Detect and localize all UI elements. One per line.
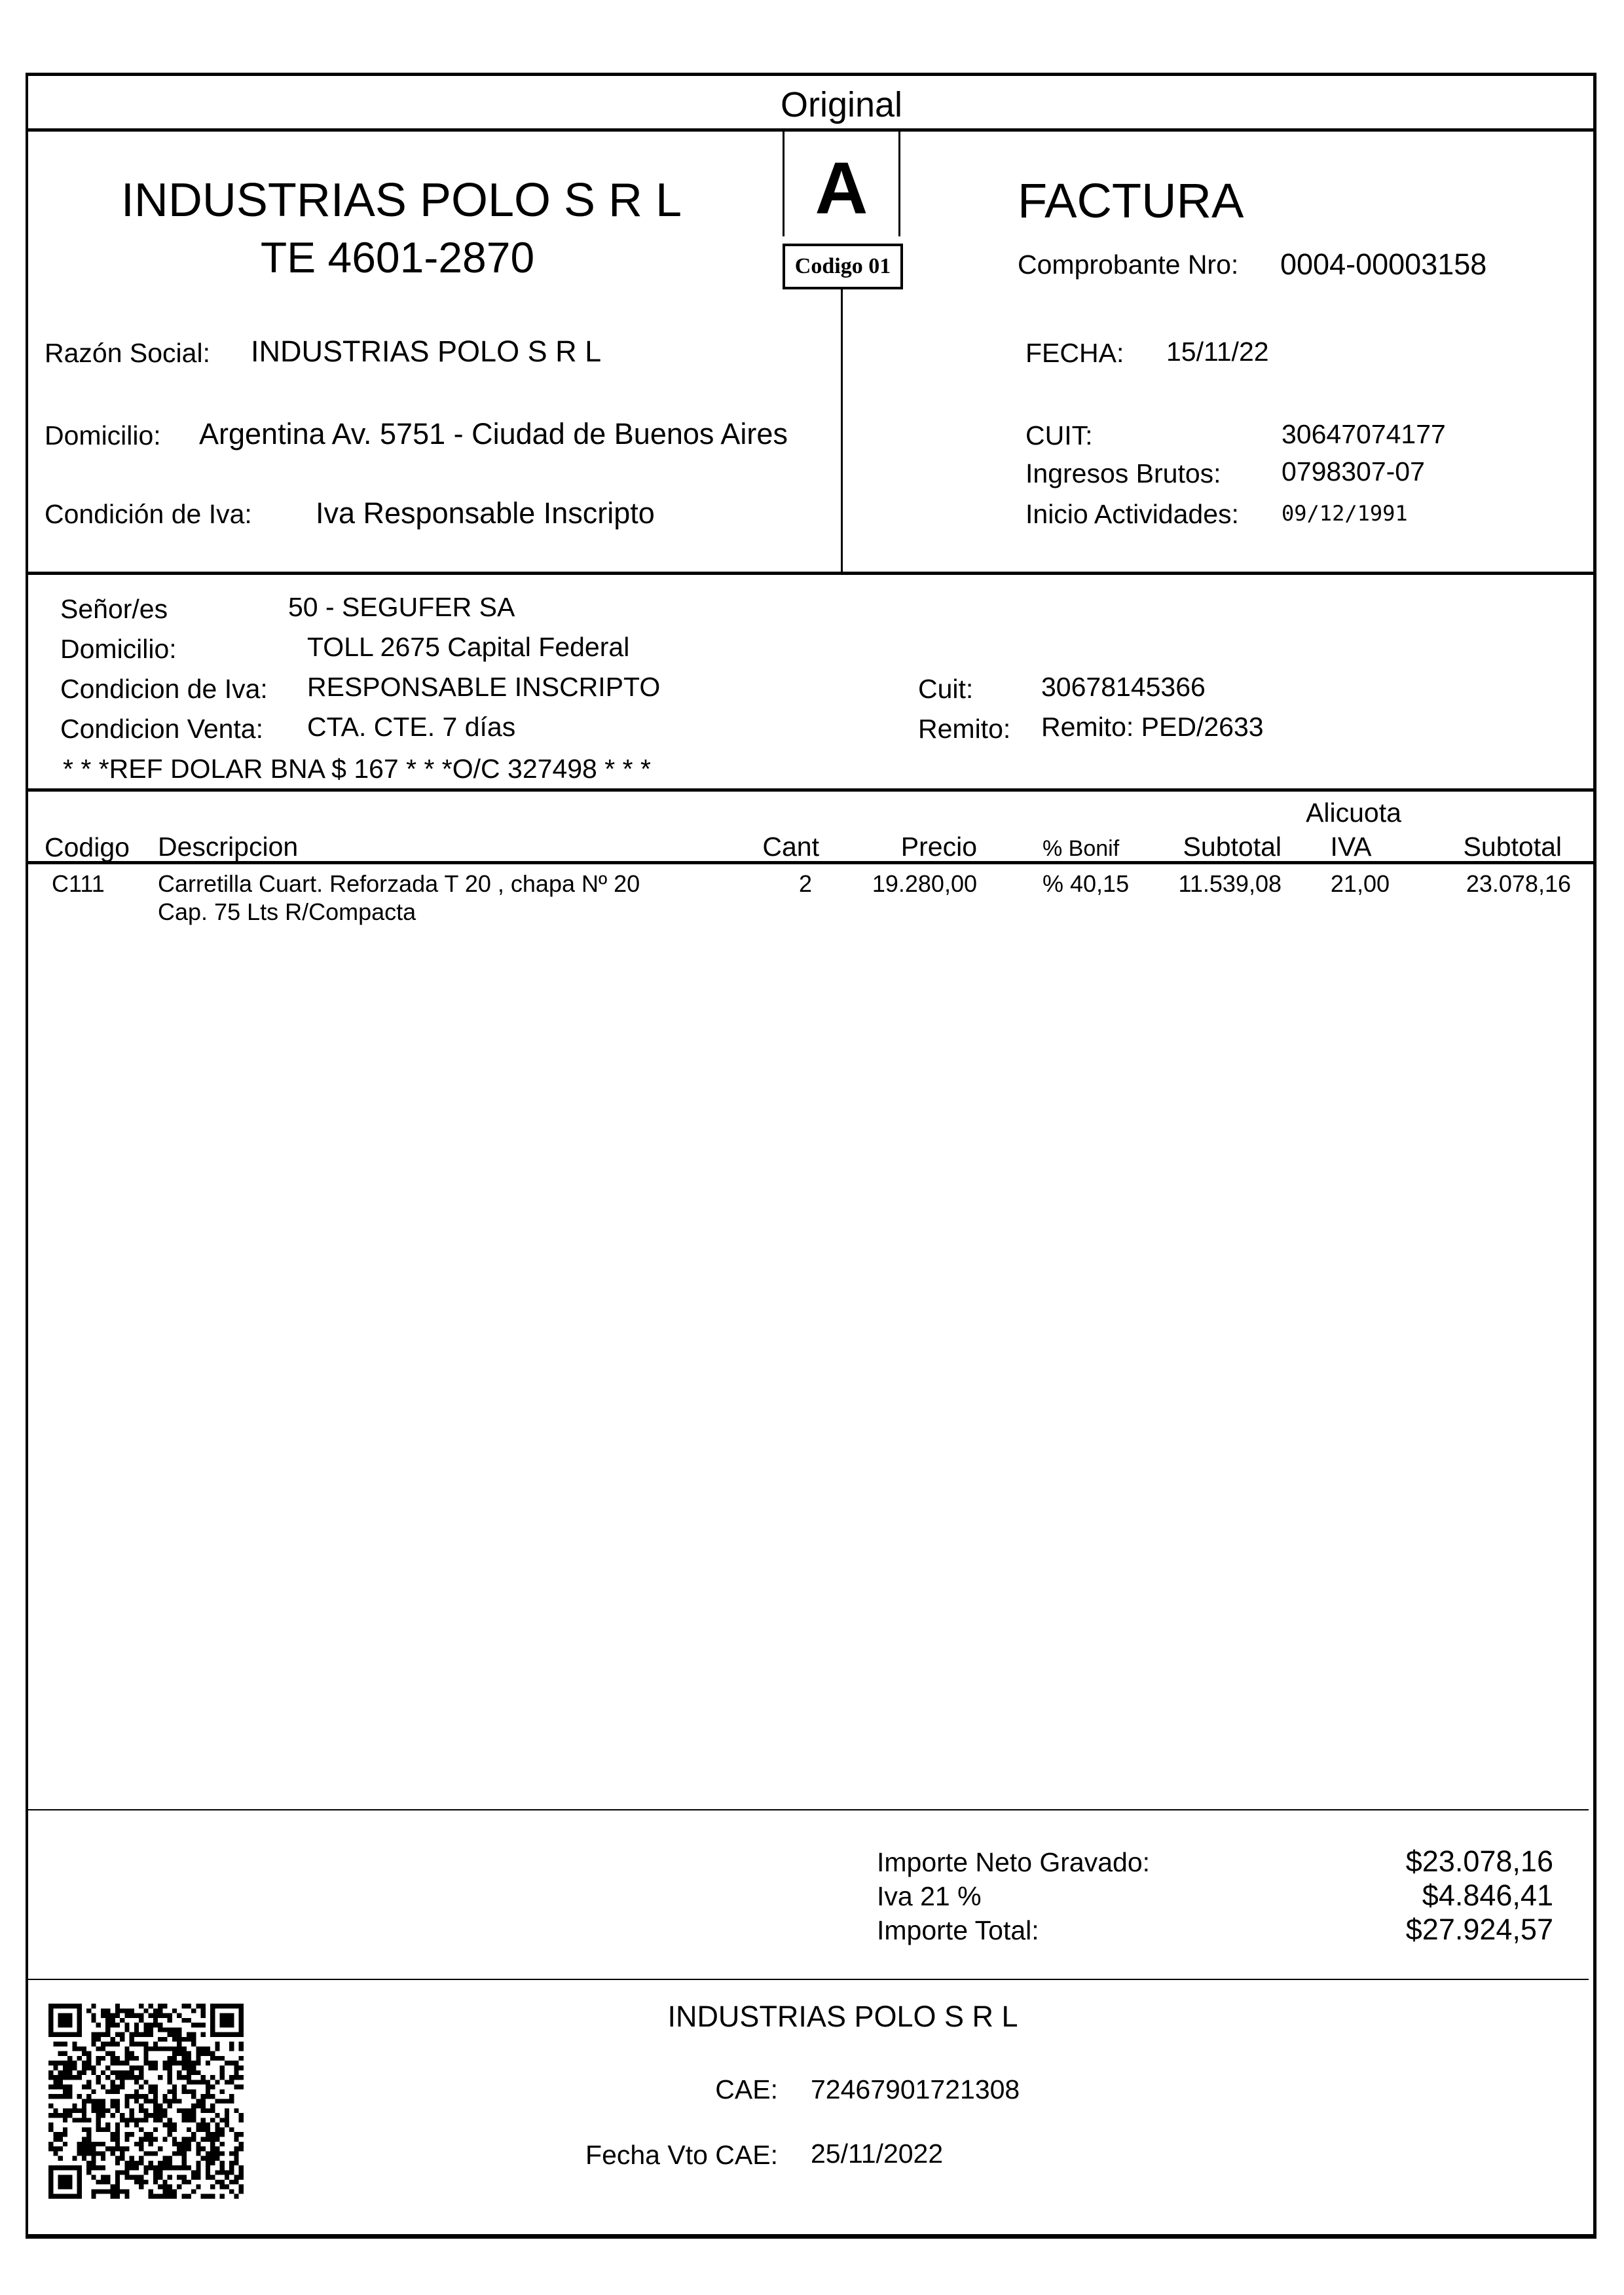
letter-box-right — [898, 130, 900, 236]
row-precio: 19.280,00 — [872, 870, 977, 897]
total-value: $27.924,57 — [1405, 1913, 1553, 1946]
inicio-value: 09/12/1991 — [1282, 501, 1408, 526]
row-alicuota: 21,00 — [1330, 870, 1390, 897]
row-cant: 2 — [798, 870, 812, 897]
copy-label: Original — [780, 85, 903, 124]
header-subtotal-total: Subtotal — [1463, 832, 1562, 862]
client-condicion-venta-value: CTA. CTE. 7 días — [307, 712, 516, 742]
border-left — [26, 73, 28, 2239]
header-alicuota: Alicuota — [1306, 798, 1401, 828]
total-label: Importe Total: — [877, 1915, 1039, 1945]
invoice-code-box: Codigo 01 — [783, 244, 903, 289]
iibb-value: 0798307-07 — [1282, 456, 1425, 487]
qr-code-icon — [48, 2004, 244, 2199]
border-bottom — [26, 2234, 1596, 2239]
issuer-phone: TE 4601-2870 — [260, 233, 535, 282]
header-codigo: Codigo — [45, 832, 130, 862]
comprobante-label: Comprobante Nro: — [1018, 249, 1239, 280]
header-precio: Precio — [900, 832, 977, 862]
client-senores-label: Señor/es — [60, 594, 168, 624]
issuer-condicion-iva-label: Condición de Iva: — [45, 499, 252, 529]
row-descripcion-line1: Carretilla Cuart. Reforzada T 20 , chapa… — [158, 870, 640, 897]
comprobante-value: 0004-00003158 — [1280, 248, 1487, 281]
iva-label: Iva 21 % — [877, 1881, 982, 1911]
row-descripcion-line2: Cap. 75 Lts R/Compacta — [158, 898, 416, 925]
row-subtotal-total: 23.078,16 — [1466, 870, 1571, 897]
issuer-domicilio-value: Argentina Av. 5751 - Ciudad de Buenos Ai… — [199, 417, 788, 450]
divider-original — [27, 128, 1596, 132]
row-bonif: % 40,15 — [1043, 870, 1130, 897]
cae-value: 72467901721308 — [811, 2074, 1020, 2104]
row-codigo: C111 — [52, 870, 105, 897]
client-remito-label: Remito: — [918, 714, 1011, 744]
header-bonif: % Bonif — [1043, 836, 1120, 861]
client-condicion-iva-label: Condicion de Iva: — [60, 674, 268, 704]
border-top — [27, 73, 1596, 76]
cuit-value: 30647074177 — [1282, 419, 1446, 449]
qr-modules — [48, 2004, 244, 2199]
client-condicion-iva-value: RESPONSABLE INSCRIPTO — [307, 672, 661, 702]
inicio-label: Inicio Actividades: — [1025, 499, 1239, 529]
neto-value: $23.078,16 — [1405, 1845, 1553, 1878]
header-cant: Cant — [762, 832, 819, 862]
neto-label: Importe Neto Gravado: — [877, 1847, 1151, 1877]
divider-header — [27, 572, 1596, 575]
issuer-name: INDUSTRIAS POLO S R L — [120, 174, 682, 227]
header-vertical-divider — [841, 288, 843, 573]
invoice-letter: A — [815, 147, 868, 229]
header-subtotal: Subtotal — [1183, 832, 1282, 862]
razon-social-label: Razón Social: — [45, 338, 210, 368]
vto-label: Fecha Vto CAE: — [585, 2140, 778, 2170]
doc-type: FACTURA — [1018, 174, 1244, 228]
header-iva: IVA — [1330, 832, 1372, 862]
divider-client — [27, 788, 1596, 792]
footer-company: INDUSTRIAS POLO S R L — [667, 2000, 1018, 2033]
iibb-label: Ingresos Brutos: — [1025, 458, 1221, 488]
client-cuit-label: Cuit: — [918, 674, 974, 704]
issuer-domicilio-label: Domicilio: — [45, 420, 161, 450]
letter-box-left — [783, 130, 784, 236]
issuer-condicion-iva-value: Iva Responsable Inscripto — [316, 496, 655, 530]
border-right — [1593, 73, 1596, 2239]
client-condicion-venta-label: Condicion Venta: — [60, 714, 264, 744]
client-domicilio-value: TOLL 2675 Capital Federal — [307, 632, 630, 662]
client-cuit-value: 30678145366 — [1041, 672, 1206, 702]
header-descripcion: Descripcion — [158, 832, 299, 862]
client-remito-value: Remito: PED/2633 — [1041, 712, 1264, 742]
razon-social-value: INDUSTRIAS POLO S R L — [251, 335, 602, 368]
row-subtotal: 11.539,08 — [1178, 870, 1282, 897]
vto-value: 25/11/2022 — [811, 2139, 944, 2169]
divider-items — [27, 1809, 1589, 1810]
client-senores-value: 50 - SEGUFER SA — [288, 592, 515, 622]
client-reference: * * *REF DOLAR BNA $ 167 * * *O/C 327498… — [63, 754, 651, 784]
invoice-code: Codigo 01 — [794, 254, 891, 278]
divider-totals — [27, 1979, 1589, 1980]
iva-value: $4.846,41 — [1422, 1879, 1553, 1912]
divider-table-header — [27, 861, 1596, 864]
fecha-label: FECHA: — [1025, 338, 1124, 368]
cuit-label: CUIT: — [1025, 420, 1093, 450]
cae-label: CAE: — [715, 2074, 778, 2104]
client-domicilio-label: Domicilio: — [60, 634, 177, 664]
fecha-value: 15/11/22 — [1166, 337, 1269, 367]
